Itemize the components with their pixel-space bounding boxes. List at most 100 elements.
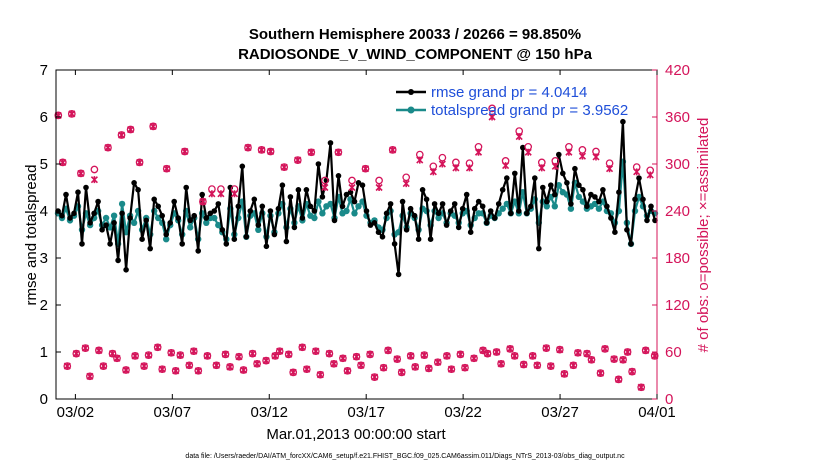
obs-assimilated-marker — [596, 369, 605, 377]
spread-point — [311, 214, 318, 222]
rmse-point — [67, 215, 73, 221]
obs-assimilated-marker — [389, 146, 397, 154]
obs-assimilated-marker — [81, 344, 89, 352]
spread-point — [187, 224, 194, 231]
obs-assimilated-marker — [434, 358, 442, 366]
obs-assimilated-marker — [113, 354, 121, 362]
x-tick-label: 04/01 — [638, 404, 676, 421]
rmse-point — [552, 191, 558, 198]
obs-assimilated-marker — [587, 356, 596, 364]
rmse-point — [99, 227, 105, 233]
rmse-point — [131, 180, 137, 186]
rmse-point — [327, 140, 334, 146]
rmse-point — [299, 215, 306, 221]
obs-assimilated-marker — [325, 350, 333, 358]
rmse-point — [415, 236, 422, 242]
rmse-point — [439, 201, 446, 207]
obs-assimilated-marker — [253, 360, 261, 368]
obs-assimilated-marker — [145, 351, 153, 359]
y-axis-left-label: rmse and totalspread — [23, 165, 40, 306]
obs-assimilated-marker — [68, 110, 76, 118]
obs-assimilated-marker — [452, 164, 460, 172]
obs-assimilated-marker — [167, 349, 175, 357]
rmse-point — [395, 271, 402, 278]
obs-assimilated-marker — [488, 113, 496, 121]
rmse-point — [403, 227, 410, 233]
rmse-point — [548, 182, 554, 188]
obs-assimilated-marker — [483, 350, 492, 358]
obs-assimilated-marker — [520, 360, 528, 369]
x-tick-label: 03/22 — [444, 404, 482, 421]
rmse-point — [195, 248, 201, 254]
x-tick-label: 03/27 — [541, 404, 579, 421]
rmse-point — [528, 203, 534, 210]
obs-possible-marker — [348, 176, 356, 185]
rmse-point — [135, 187, 141, 193]
obs-assimilated-marker — [294, 156, 302, 164]
obs-assimilated-marker — [538, 164, 546, 172]
series-layer — [54, 118, 659, 278]
rmse-point — [427, 236, 434, 242]
rmse-point — [111, 220, 117, 226]
rmse-point — [71, 210, 77, 217]
obs-assimilated-marker — [569, 361, 577, 369]
rmse-point — [359, 182, 366, 188]
y-right-tick-label: 0 — [665, 391, 673, 408]
obs-assimilated-marker — [190, 347, 198, 355]
rmse-point — [75, 189, 81, 195]
obs-assimilated-marker — [276, 347, 284, 355]
obs-assimilated-marker — [136, 158, 144, 166]
obs-assimilated-marker — [619, 356, 627, 364]
y-right-tick-label: 360 — [665, 109, 690, 126]
rmse-point — [163, 231, 169, 238]
obs-assimilated-marker — [298, 343, 306, 351]
rmse-point — [624, 227, 630, 233]
y-left-tick-label: 4 — [40, 203, 48, 220]
obs-assimilated-marker — [592, 153, 600, 161]
rmse-point — [243, 234, 250, 240]
rmse-point — [107, 241, 113, 247]
y-right-tick-label: 420 — [665, 62, 690, 79]
rmse-point — [499, 187, 506, 193]
footer-data-file: data file: /Users/raeder/DAI/ATM_forcXX/… — [185, 453, 625, 460]
rmse-point — [536, 245, 542, 252]
rmse-point — [483, 220, 490, 226]
obs-assimilated-marker — [601, 345, 609, 353]
spread-point — [575, 193, 583, 201]
obs-assimilated-marker — [122, 366, 130, 374]
obs-layer — [54, 104, 659, 392]
y-right-tick-label: 300 — [665, 156, 690, 173]
y-left-tick-label: 6 — [40, 109, 48, 126]
spread-point — [343, 207, 350, 215]
spread-point — [215, 221, 222, 229]
rmse-point — [411, 212, 418, 219]
obs-assimilated-marker — [502, 162, 510, 170]
obs-assimilated-marker — [583, 350, 591, 358]
obs-assimilated-marker — [574, 349, 582, 357]
y-left-tick-label: 5 — [40, 156, 48, 173]
rmse-point — [632, 196, 638, 203]
obs-assimilated-marker — [235, 353, 243, 361]
obs-assimilated-marker — [131, 352, 139, 360]
spread-point — [315, 198, 322, 205]
obs-assimilated-marker — [303, 365, 311, 373]
rmse-point — [435, 210, 442, 217]
obs-assimilated-marker — [316, 371, 324, 379]
obs-assimilated-marker — [172, 367, 180, 375]
rmse-point — [600, 187, 606, 193]
obs-assimilated-marker — [86, 372, 94, 380]
rmse-point — [504, 175, 510, 181]
obs-assimilated-marker — [361, 165, 370, 173]
rmse-point — [187, 217, 193, 224]
obs-assimilated-marker — [312, 347, 320, 355]
obs-assimilated-marker — [104, 143, 112, 152]
y-left-tick-label: 1 — [40, 344, 48, 361]
y-left-tick-label: 0 — [40, 391, 48, 408]
rmse-point — [247, 208, 254, 214]
rmse-point — [423, 196, 430, 203]
obs-assimilated-marker — [221, 350, 230, 358]
obs-assimilated-marker — [258, 146, 266, 154]
obs-assimilated-marker — [470, 354, 478, 362]
obs-assimilated-marker — [560, 370, 568, 378]
chart-title-line2: RADIOSONDE_V_WIND_COMPONENT @ 150 hPa — [238, 46, 593, 63]
